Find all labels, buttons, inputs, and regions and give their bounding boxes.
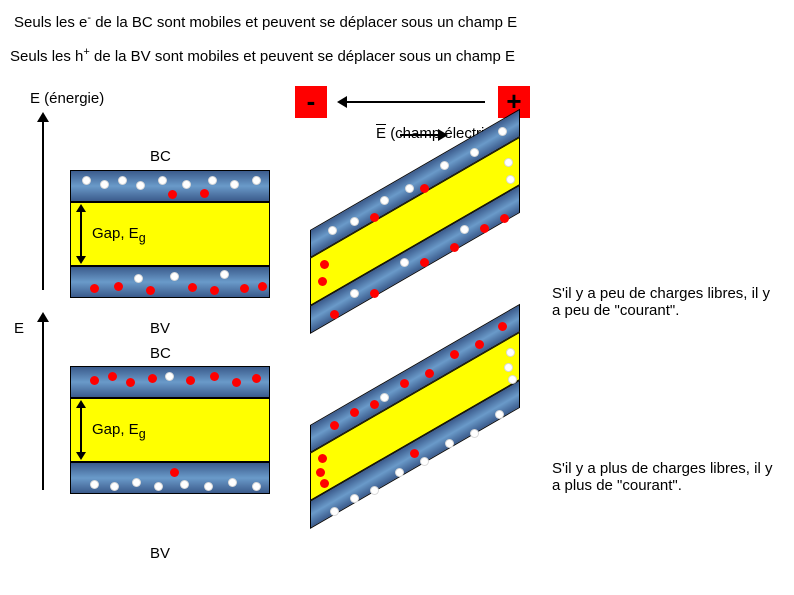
hole-dot [90, 284, 99, 293]
electron-dot [90, 480, 99, 489]
hole-dot [90, 376, 99, 385]
hole-dot [475, 340, 484, 349]
hole-dot [450, 243, 459, 252]
hole-dot [330, 310, 339, 319]
statement-holes: Seuls les h+ de la BV sont mobiles et pe… [10, 46, 515, 65]
energy-axis-label-2: E [14, 320, 24, 337]
electron-dot [208, 176, 217, 185]
electron-dot [395, 468, 404, 477]
hole-dot [316, 468, 325, 477]
electron-dot [220, 270, 229, 279]
electron-dot [100, 180, 109, 189]
hole-dot [188, 283, 197, 292]
electron-dot [136, 181, 145, 190]
electron-dot [182, 180, 191, 189]
hole-dot [210, 286, 219, 295]
bv-label-2: BV [150, 545, 170, 562]
electron-dot [165, 372, 174, 381]
electron-dot [230, 180, 239, 189]
electron-dot [506, 175, 515, 184]
hole-dot [370, 289, 379, 298]
electron-dot [170, 272, 179, 281]
electron-dot [204, 482, 213, 491]
energy-axis-label: E (énergie) [30, 90, 104, 107]
hole-dot [400, 379, 409, 388]
gap-arrow-1 [80, 210, 82, 258]
electron-dot [154, 482, 163, 491]
electron-dot [440, 161, 449, 170]
electron-dot [495, 410, 504, 419]
minus-electrode: - [295, 86, 327, 118]
bv-label-1: BV [150, 320, 170, 337]
hole-dot [420, 258, 429, 267]
gap-label-2: Gap, Eg [92, 421, 146, 441]
hole-dot [114, 282, 123, 291]
hole-dot [258, 282, 267, 291]
hole-dot [425, 369, 434, 378]
electron-dot [228, 478, 237, 487]
electron-dot [330, 507, 339, 516]
electron-dot [504, 158, 513, 167]
electron-dot [132, 478, 141, 487]
hole-dot [210, 372, 219, 381]
electron-dot [110, 482, 119, 491]
electron-dot [504, 363, 513, 372]
electron-dot [420, 457, 429, 466]
gap-arrow-2 [80, 406, 82, 454]
hole-dot [252, 374, 261, 383]
electron-dot [400, 258, 409, 267]
bc-label-1: BC [150, 148, 171, 165]
electron-dot [328, 226, 337, 235]
electron-dot [82, 176, 91, 185]
caption-more-charges: S'il y a plus de charges libres, il y a … [552, 460, 782, 494]
electron-dot [158, 176, 167, 185]
electron-dot [350, 494, 359, 503]
energy-axis-arrow-1 [42, 120, 44, 290]
electron-dot [470, 148, 479, 157]
hole-dot [168, 190, 177, 199]
hole-dot [146, 286, 155, 295]
electron-dot [380, 196, 389, 205]
hole-dot [200, 189, 209, 198]
hole-dot [232, 378, 241, 387]
electron-dot [380, 393, 389, 402]
hole-dot [126, 378, 135, 387]
electron-dot [350, 217, 359, 226]
electron-dot [350, 289, 359, 298]
electron-dot [180, 480, 189, 489]
valence-band-2 [70, 462, 270, 494]
hole-dot [350, 408, 359, 417]
electron-dot [445, 439, 454, 448]
hole-dot [170, 468, 179, 477]
electron-dot [508, 375, 517, 384]
electron-dot [506, 348, 515, 357]
hole-dot [480, 224, 489, 233]
bc-label-2: BC [150, 345, 171, 362]
electron-dot [252, 482, 261, 491]
hole-dot [500, 214, 509, 223]
electron-dot [470, 429, 479, 438]
caption-few-charges: S'il y a peu de charges libres, il y a p… [552, 285, 782, 319]
valence-band-1 [70, 266, 270, 298]
electron-dot [118, 176, 127, 185]
energy-axis-arrow-2 [42, 320, 44, 490]
hole-dot [108, 372, 117, 381]
hole-dot [148, 374, 157, 383]
hole-dot [420, 184, 429, 193]
statement-electrons: Seuls les e- de la BC sont mobiles et pe… [14, 12, 517, 31]
electron-dot [370, 486, 379, 495]
field-direction-arrow [345, 101, 485, 103]
hole-dot [240, 284, 249, 293]
electron-dot [252, 176, 261, 185]
hole-dot [186, 376, 195, 385]
electron-dot [134, 274, 143, 283]
gap-label-1: Gap, Eg [92, 225, 146, 245]
